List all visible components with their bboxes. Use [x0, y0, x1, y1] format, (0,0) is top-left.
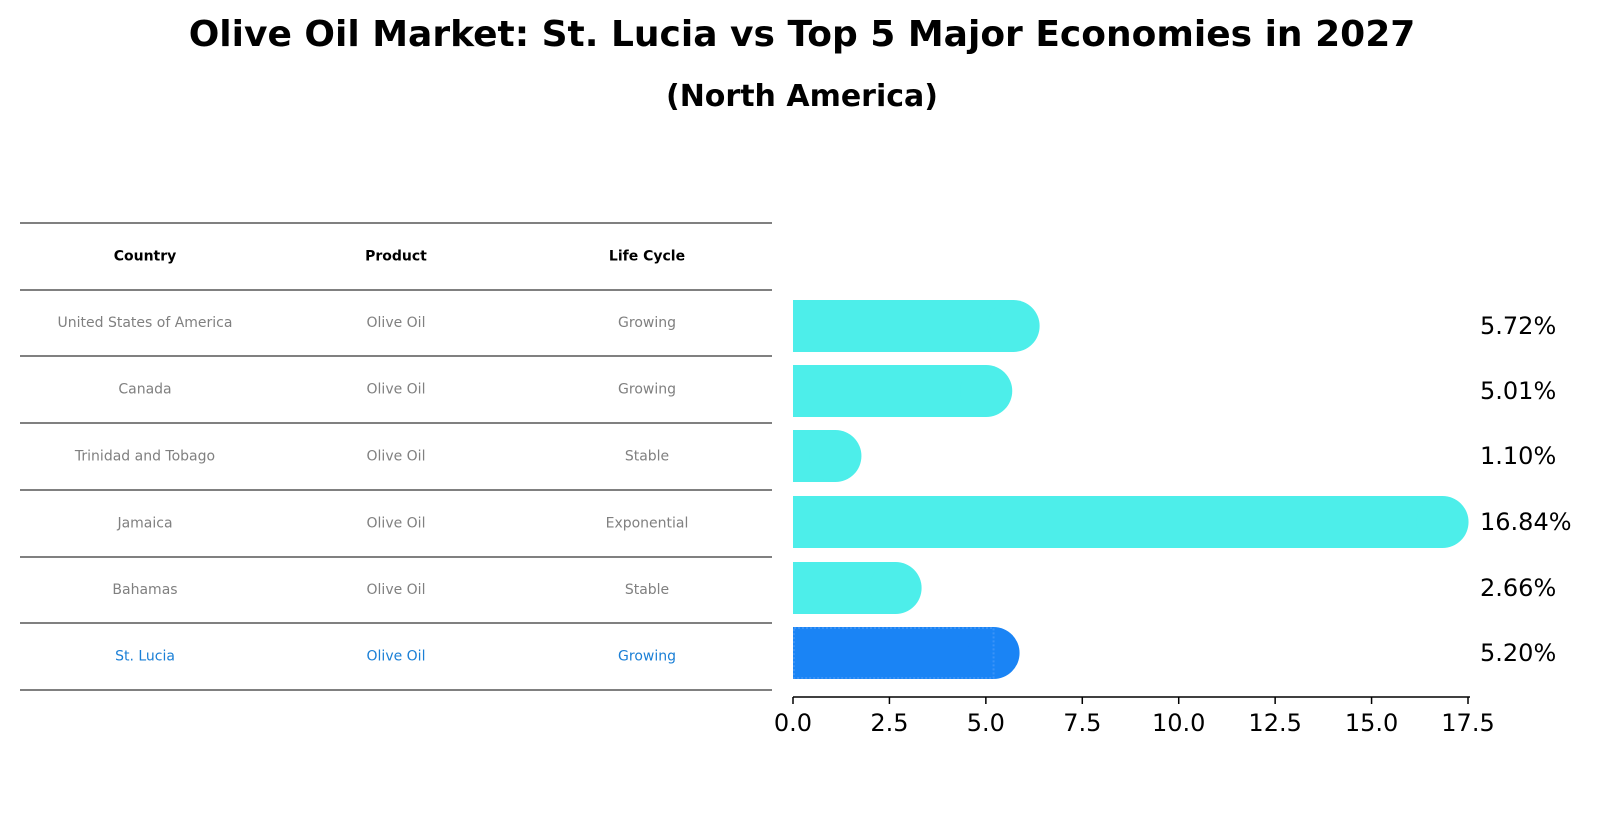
- table-cell: Stable: [625, 449, 669, 465]
- table-header-cell: Product: [365, 249, 427, 265]
- x-tick-label: 7.5: [1063, 709, 1101, 737]
- data-label: 16.84%: [1480, 508, 1572, 536]
- table-cell: Olive Oil: [367, 315, 426, 331]
- x-tick-label: 0.0: [774, 709, 812, 737]
- data-label: 2.66%: [1480, 574, 1556, 602]
- chart-subtitle: (North America): [665, 79, 938, 114]
- bar: [793, 300, 1040, 352]
- bar: [793, 627, 1020, 679]
- bar: [793, 562, 922, 614]
- bar-body: [793, 496, 1443, 548]
- bar-cap: [987, 300, 1040, 352]
- data-label: 5.01%: [1480, 377, 1556, 405]
- x-tick-label: 12.5: [1248, 709, 1301, 737]
- data-table: Country Product Life Cycle United States of…: [20, 222, 772, 691]
- bar-cap: [960, 365, 1013, 417]
- table-cell: Growing: [618, 315, 676, 331]
- bar-body: [793, 365, 987, 417]
- x-tick-label: 17.5: [1441, 709, 1494, 737]
- bar-body: [793, 300, 1014, 352]
- table-header-cell: Country: [114, 249, 177, 265]
- table-cell: Olive Oil: [367, 582, 426, 598]
- table-cell: Exponential: [606, 516, 689, 532]
- bar: [793, 496, 1469, 548]
- table-cell: United States of America: [58, 315, 233, 331]
- x-tick-label: 2.5: [870, 709, 908, 737]
- bar-cap: [869, 562, 922, 614]
- data-label: 5.72%: [1480, 312, 1556, 340]
- table-cell: Growing: [618, 649, 676, 665]
- table-cell: Olive Oil: [367, 449, 426, 465]
- bar: [793, 365, 1013, 417]
- table-cell: Canada: [118, 382, 171, 398]
- data-label: 1.10%: [1480, 442, 1556, 470]
- chart-title: Olive Oil Market: St. Lucia vs Top 5 Maj…: [188, 14, 1416, 55]
- bar-highlight-outline: [793, 627, 995, 679]
- table-header-cell: Life Cycle: [609, 249, 685, 265]
- bar-cap: [1416, 496, 1469, 548]
- table-cell: Trinidad and Tobago: [74, 449, 215, 465]
- bar-body: [793, 627, 994, 679]
- table-cell: Olive Oil: [367, 649, 426, 665]
- x-tick-label: 10.0: [1152, 709, 1205, 737]
- table-cell: Growing: [618, 382, 676, 398]
- data-label: 5.20%: [1480, 639, 1556, 667]
- table-cell: St. Lucia: [115, 649, 175, 665]
- table-cell: Bahamas: [112, 582, 177, 598]
- bar-cap: [809, 430, 862, 482]
- x-tick-label: 5.0: [967, 709, 1005, 737]
- table-cell: Jamaica: [116, 516, 172, 532]
- table-cell: Olive Oil: [367, 516, 426, 532]
- x-tick-label: 15.0: [1345, 709, 1398, 737]
- table-cell: Olive Oil: [367, 382, 426, 398]
- table-cell: Stable: [625, 582, 669, 598]
- bar: [793, 430, 862, 482]
